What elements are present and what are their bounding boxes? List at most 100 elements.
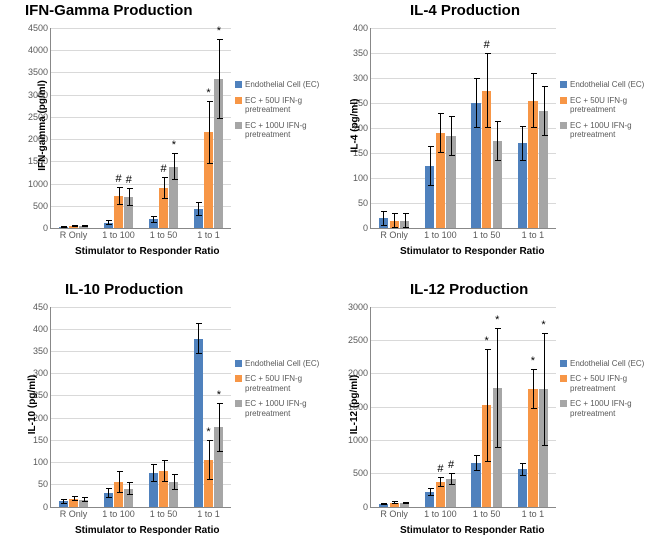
il10-title: IL-10 Production (65, 281, 183, 298)
legend-item: EC + 50U IFN-g pretreatment (235, 96, 320, 115)
xtick-label: 1 to 50 (150, 507, 178, 519)
legend-label: Endothelial Cell (EC) (245, 359, 319, 369)
error-bar (119, 187, 120, 205)
il4-panel: IL-4 Production050100150200250300350400R… (325, 0, 650, 279)
ytick-label: 1000 (28, 179, 51, 189)
xtick-label: 1 to 50 (150, 228, 178, 240)
error-bar (476, 78, 477, 128)
legend-item: Endothelial Cell (EC) (235, 80, 320, 90)
error-bar (544, 86, 545, 136)
legend-item: EC + 100U IFN-g pretreatment (560, 121, 645, 140)
legend-label: EC + 50U IFN-g pretreatment (570, 374, 645, 393)
significance-marker: # (160, 163, 166, 175)
error-bar (533, 73, 534, 128)
error-bar (533, 369, 534, 409)
ifng-plot: 050010001500200025003000350040004500R On… (50, 28, 231, 229)
significance-marker: # (484, 39, 490, 51)
il10-panel: IL-10 Production 050100150200250300350400… (0, 279, 325, 557)
error-bar (198, 323, 199, 354)
ytick-label: 500 (353, 468, 371, 478)
il4-ylabel: IL-4 (pg/ml) (349, 99, 360, 153)
xtick-label: 1 to 50 (473, 228, 501, 240)
error-bar (108, 220, 109, 225)
gridline (51, 307, 231, 308)
legend-swatch (560, 375, 567, 382)
error-bar (394, 213, 395, 228)
xtick-label: 1 to 1 (522, 228, 545, 240)
error-bar (487, 53, 488, 128)
error-bar (209, 101, 210, 163)
error-bar (451, 473, 452, 485)
gridline (51, 373, 231, 374)
error-bar (63, 499, 64, 504)
ytick-label: 400 (33, 324, 51, 334)
legend-swatch (235, 360, 242, 367)
legend-label: EC + 50U IFN-g pretreatment (245, 374, 320, 393)
gridline (371, 373, 556, 374)
significance-marker: * (217, 25, 221, 37)
gridline (51, 117, 231, 118)
error-bar (119, 471, 120, 493)
gridline (371, 78, 556, 79)
error-bar (209, 440, 210, 480)
il10-xlabel: Stimulator to Responder Ratio (75, 525, 219, 536)
gridline (51, 351, 231, 352)
gridline (51, 329, 231, 330)
ifng-legend: Endothelial Cell (EC) EC + 50U IFN-g pret… (235, 80, 320, 146)
gridline (371, 28, 556, 29)
legend-swatch (235, 122, 242, 129)
ifng-panel: IFN-Gamma Production 05001000150020002500… (0, 0, 325, 279)
error-bar (487, 349, 488, 462)
legend-item: EC + 100U IFN-g pretreatment (235, 121, 320, 140)
legend-item: EC + 50U IFN-g pretreatment (560, 374, 645, 393)
ytick-label: 50 (38, 479, 51, 489)
error-bar (522, 463, 523, 476)
error-bar (198, 202, 199, 215)
legend-swatch (560, 122, 567, 129)
error-bar (544, 333, 545, 446)
error-bar (108, 488, 109, 499)
error-bar (84, 497, 85, 502)
il4-xlabel: Stimulator to Responder Ratio (400, 246, 544, 257)
xtick-label: 1 to 1 (197, 228, 220, 240)
ifng-ylabel: IFN-gamma (pg/ml) (37, 80, 48, 171)
ytick-label: 4500 (28, 23, 51, 33)
significance-marker: * (206, 426, 210, 438)
il10-plot: 050100150200250300350400450R Only1 to 10… (50, 307, 231, 508)
gridline (51, 418, 231, 419)
ytick-label: 150 (33, 435, 51, 445)
xtick-label: R Only (380, 507, 408, 519)
legend-item: EC + 100U IFN-g pretreatment (235, 399, 320, 418)
legend-swatch (560, 360, 567, 367)
error-bar (383, 503, 384, 506)
legend-item: Endothelial Cell (EC) (560, 80, 645, 90)
error-bar (74, 496, 75, 501)
legend-label: EC + 100U IFN-g pretreatment (570, 399, 645, 418)
ytick-label: 350 (33, 346, 51, 356)
error-bar (129, 482, 130, 495)
ifng-xlabel: Stimulator to Responder Ratio (75, 246, 219, 257)
il12-panel: IL-12 Production050010001500200025003000… (325, 279, 650, 557)
ytick-label: 4000 (28, 45, 51, 55)
ytick-label: 500 (33, 201, 51, 211)
il10-legend: Endothelial Cell (EC) EC + 50U IFN-g pret… (235, 359, 320, 425)
error-bar (451, 116, 452, 156)
error-bar (164, 460, 165, 482)
error-bar (174, 153, 175, 180)
il4-title: IL-4 Production (410, 2, 520, 19)
error-bar (430, 488, 431, 496)
il12-plot: 050010001500200025003000R Only##1 to 100… (370, 307, 556, 508)
gridline (371, 53, 556, 54)
significance-marker: # (126, 174, 132, 186)
xtick-label: R Only (60, 507, 88, 519)
ifng-title: IFN-Gamma Production (25, 2, 193, 19)
significance-marker: * (217, 389, 221, 401)
significance-marker: # (115, 173, 121, 185)
significance-marker: * (495, 314, 499, 326)
xtick-label: R Only (380, 228, 408, 240)
error-bar (440, 113, 441, 153)
gridline (51, 95, 231, 96)
ytick-label: 400 (353, 23, 371, 33)
legend-swatch (560, 400, 567, 407)
significance-marker: * (531, 355, 535, 367)
